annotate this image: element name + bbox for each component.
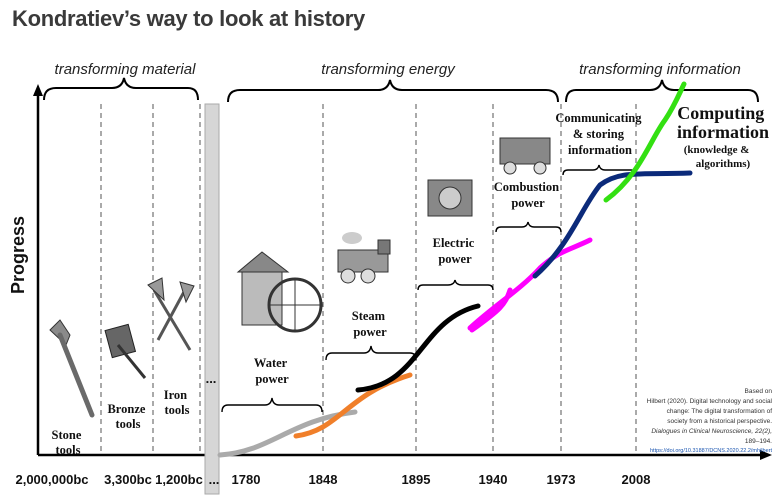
era-dividers xyxy=(100,104,637,455)
era-label-energy: transforming energy xyxy=(321,61,456,78)
wave-electric xyxy=(355,303,481,393)
label-water-power: Water power xyxy=(254,356,290,386)
label-iron-tools: Iron tools xyxy=(164,388,191,417)
label-computing-sub: (knowledge & algorithms) xyxy=(684,144,752,170)
svg-text:Hilbert (2020). Digital techno: Hilbert (2020). Digital technology and s… xyxy=(647,398,773,405)
x-tick-2000000bc: 2,000,000bc xyxy=(15,472,88,487)
y-axis-arrow xyxy=(33,84,43,96)
break-ellipsis: ... xyxy=(206,371,217,386)
brace-energy xyxy=(227,79,559,103)
era-label-material: transforming material xyxy=(55,61,197,78)
svg-text:Based on: Based on xyxy=(745,388,773,395)
x-axis-arrow xyxy=(760,450,772,460)
svg-text:change: The digital transforma: change: The digital transformation of xyxy=(667,408,773,415)
wave-communicating xyxy=(532,170,693,279)
label-communicating-information: Communicating & storing information xyxy=(555,111,644,157)
citation-link[interactable]: https://doi.org/10.31887/DCNS.2020.22.2/… xyxy=(650,448,772,454)
y-axis-label: Progress xyxy=(8,216,28,294)
x-tick-1895: 1895 xyxy=(402,472,431,487)
bronze-axe-illustration xyxy=(104,323,147,379)
steam-locomotive-illustration xyxy=(337,232,391,284)
brace-material xyxy=(43,77,199,101)
x-tick-1780: 1780 xyxy=(232,472,261,487)
label-steam-power: Steam power xyxy=(352,309,388,339)
electric-generator-illustration xyxy=(427,179,473,217)
svg-text:Dialogues in Clinical Neurosci: Dialogues in Clinical Neuroscience, 22(2… xyxy=(651,428,772,435)
x-tick-labels: 2,000,000bc 3,300bc 1,200bc ... 1780 184… xyxy=(15,472,650,487)
label-electric-power: Electric power xyxy=(433,236,478,266)
svg-text:society from a historical pers: society from a historical perspective. xyxy=(667,418,772,425)
label-computing-information: Computing information xyxy=(677,103,769,142)
brace-information xyxy=(565,79,759,103)
iron-axes-illustration xyxy=(147,277,195,351)
wave-water xyxy=(217,409,358,458)
x-tick-2008: 2008 xyxy=(622,472,651,487)
wave-computing xyxy=(603,81,687,203)
x-tick-1973: 1973 xyxy=(547,472,576,487)
water-wheel-illustration xyxy=(236,251,323,333)
x-tick-1940: 1940 xyxy=(479,472,508,487)
x-tick-1848: 1848 xyxy=(309,472,338,487)
x-tick-3300bc: 3,300bc xyxy=(104,472,152,487)
label-stone-tools: Stone tools xyxy=(52,428,85,457)
era-label-information: transforming information xyxy=(579,61,741,78)
svg-text:189–194.: 189–194. xyxy=(745,438,772,445)
stone-tool-illustration xyxy=(49,319,95,418)
timeline-break-bar xyxy=(204,103,220,495)
label-combustion-power: Combustion power xyxy=(494,180,562,210)
label-bronze-tools: Bronze tools xyxy=(107,402,148,431)
citation: Based on Hilbert (2020). Digital technol… xyxy=(647,388,773,454)
x-tick-1200bc: 1,200bc xyxy=(155,472,203,487)
combustion-car-illustration xyxy=(499,137,551,175)
x-tick-ellipsis: ... xyxy=(209,472,220,487)
page-title: Kondratiev’s way to look at history xyxy=(12,6,365,31)
